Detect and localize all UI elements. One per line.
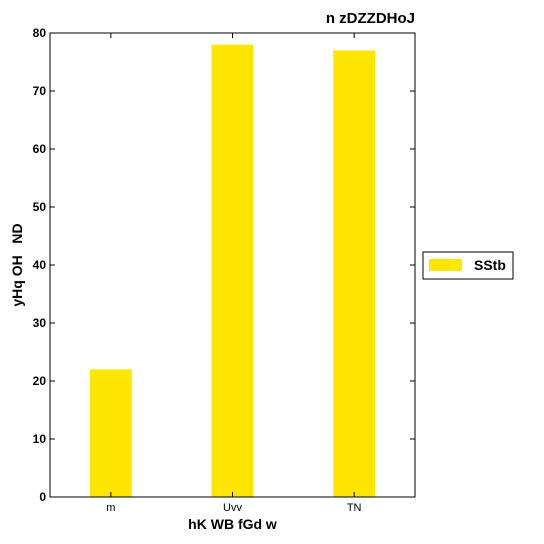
- x-axis-ticks: m Uvv TN: [106, 33, 362, 514]
- y-tick-label: 80: [33, 26, 47, 40]
- bars-group: [89, 44, 376, 498]
- bar-TN: [333, 50, 376, 498]
- y-tick-label: 0: [39, 490, 46, 504]
- chart-title: n zDZZDHoJ: [326, 10, 415, 27]
- y-axis-label: yHq OH ND: [9, 223, 25, 306]
- y-tick-label: 60: [33, 142, 47, 156]
- y-tick-label: 70: [33, 84, 47, 98]
- x-tick-label: TN: [347, 502, 362, 514]
- x-axis-label: hK WB fGd w: [188, 516, 277, 532]
- y-tick-label: 10: [33, 432, 47, 446]
- y-tick-label: 20: [33, 374, 47, 388]
- bar-Uvv: [211, 44, 254, 497]
- legend: SStb: [422, 251, 514, 280]
- legend-swatch: [429, 259, 462, 271]
- legend-label: SStb: [474, 257, 506, 273]
- y-tick-label: 50: [33, 200, 47, 214]
- y-tick-label: 30: [33, 316, 47, 330]
- y-axis-ticks: 0 10 20 30 40 50 60 70 80: [33, 26, 415, 504]
- y-tick-label: 40: [33, 258, 47, 272]
- x-tick-label: Uvv: [223, 502, 242, 514]
- x-tick-label: m: [106, 502, 115, 514]
- bar-m: [89, 369, 132, 497]
